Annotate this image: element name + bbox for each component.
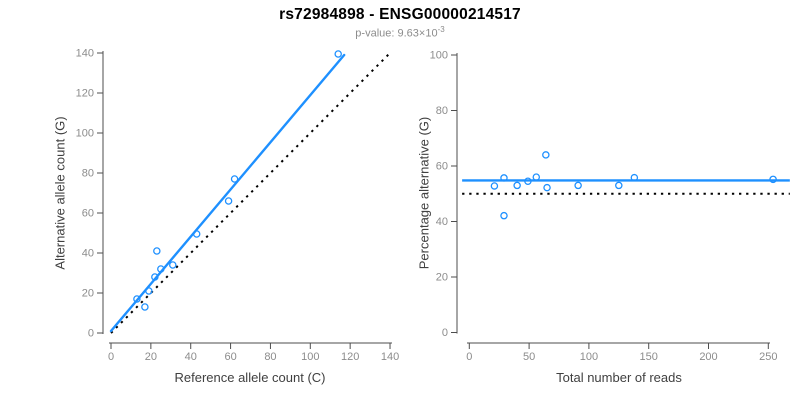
data-point — [615, 181, 623, 190]
data-point — [141, 303, 149, 311]
y-tick-label: 40 — [436, 216, 448, 228]
y-tick-label: 0 — [442, 327, 448, 339]
x-tick-label: 100 — [301, 351, 319, 363]
x-tick-label: 140 — [381, 351, 399, 363]
y-tick-label: 120 — [76, 88, 94, 100]
data-point — [769, 175, 777, 184]
x-tick-label: 200 — [699, 351, 717, 363]
data-point — [574, 181, 582, 190]
y-tick-label: 100 — [430, 50, 448, 62]
data-point — [169, 261, 177, 269]
data-point — [224, 197, 233, 205]
data-point — [133, 295, 141, 303]
data-point — [543, 183, 551, 192]
x-tick-label: 150 — [640, 351, 658, 363]
data-point — [524, 177, 532, 186]
data-point — [334, 50, 342, 58]
y-tick-label: 40 — [82, 248, 94, 260]
y-tick-label: 80 — [82, 168, 94, 180]
x-tick-label: 80 — [264, 351, 276, 363]
x-tick-label: 0 — [466, 351, 472, 363]
y-tick-label: 60 — [436, 161, 448, 173]
x-tick-label: 20 — [145, 351, 157, 363]
page-title: rs72984898 - ENSG00000214517 — [279, 6, 521, 23]
y-tick-label: 140 — [76, 48, 94, 60]
data-point — [532, 173, 541, 181]
pvalue-subtitle: p-value: 9.63×10-3 — [0, 25, 800, 40]
data-point — [513, 181, 521, 190]
data-point — [145, 287, 153, 295]
y-tick-label: 100 — [76, 128, 94, 140]
data-point — [192, 230, 201, 238]
y-tick-label: 20 — [82, 288, 94, 300]
data-point — [490, 182, 499, 190]
pvalue-base: p-value: 9.63×10 — [355, 27, 438, 40]
data-point — [151, 273, 159, 281]
x-tick-label: 40 — [185, 351, 197, 363]
y-tick-label: 20 — [436, 272, 448, 284]
data-point — [500, 174, 508, 182]
x-tick-label: 100 — [580, 351, 598, 363]
y-tick-label: 60 — [82, 208, 94, 220]
pvalue-exponent: -3 — [437, 25, 445, 34]
data-point — [500, 211, 508, 220]
right-x-axis-title: Total number of reads — [556, 370, 682, 385]
y-tick-label: 80 — [436, 105, 448, 117]
x-tick-label: 0 — [108, 351, 114, 363]
identity-line — [110, 52, 391, 334]
data-point — [542, 151, 550, 159]
data-point — [630, 173, 639, 182]
left-x-axis-title: Reference allele count (C) — [174, 370, 326, 385]
x-tick-label: 120 — [341, 351, 359, 363]
y-tick-label: 0 — [88, 328, 94, 340]
data-point — [153, 247, 161, 255]
x-tick-label: 250 — [759, 351, 777, 363]
fit-line — [109, 53, 346, 333]
x-tick-label: 50 — [523, 351, 535, 363]
data-point — [230, 175, 239, 183]
data-point — [157, 265, 165, 273]
x-tick-label: 60 — [224, 351, 236, 363]
